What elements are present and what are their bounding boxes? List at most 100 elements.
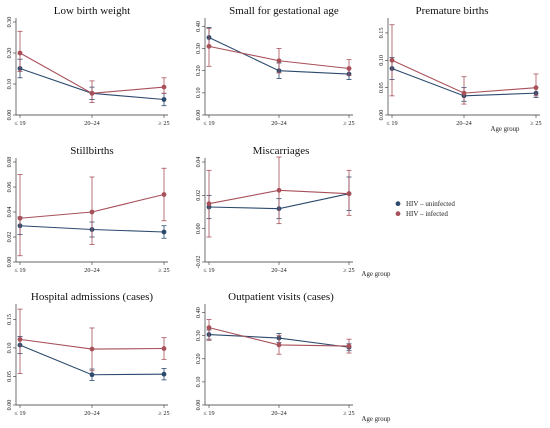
panel-title: Premature births [415,5,488,17]
data-point [161,229,167,235]
x-tick-label: 20–24 [84,267,99,274]
y-tick-label: 0.04 [6,207,13,218]
panel-title: Outpatient visits (cases) [228,291,334,303]
y-tick-label: 0.20 [6,48,13,59]
data-point [206,201,212,207]
x-tick-label: ≤ 19 [14,120,25,127]
data-point [346,343,352,349]
data-point [533,85,539,91]
y-tick-label: 0.00 [378,110,385,121]
y-tick-label: 0.00 [6,110,13,121]
data-point [17,50,23,56]
y-tick-label: 0.00 [195,110,202,121]
x-tick-label: ≥ 25 [158,267,169,274]
x-tick-label: ≤ 19 [203,410,214,417]
x-tick-label: 20–24 [456,120,471,127]
data-point [89,90,95,96]
series-infected [17,167,167,257]
y-tick-label: 0.05 [378,82,385,93]
x-tick-label: 20–24 [84,120,99,127]
series-infected [206,156,352,238]
series-infected [389,24,539,105]
legend-marker [395,201,401,207]
data-point [161,97,167,102]
data-point [161,371,167,377]
panel-title: Miscarriages [253,145,310,157]
y-tick-label: 0.10 [6,343,13,354]
y-tick-label: 0.05 [6,371,13,382]
legend-marker [395,211,401,217]
y-tick-label: 0.30 [195,330,202,341]
y-tick-label: 0.15 [378,28,385,39]
y-tick-label: -0.02 [195,256,202,269]
data-point [206,43,212,49]
panel-7: Outpatient visits (cases) 0.00 0.10 0.20 0.3… [195,291,391,423]
y-tick-label: 0.00 [6,257,13,268]
x-axis-label: Age group [491,126,520,133]
y-tick-label: 0.04 [195,157,202,168]
panel-6: Hospital admissions (cases) 0.00 0.05 0.10 0… [6,291,170,417]
panel-title: Low birth weight [54,5,130,17]
x-tick-label: ≥ 25 [343,410,354,417]
data-point [161,84,167,90]
data-point [89,209,95,215]
panel-title: Stillbirths [70,145,113,157]
y-tick-label: 0.10 [6,79,13,90]
data-point [276,187,282,193]
data-point [461,90,467,96]
x-tick-label: ≥ 25 [343,267,354,274]
data-point [206,325,212,331]
series-infected [206,319,352,355]
y-tick-label: 0.08 [6,157,13,168]
y-tick-label: 0.00 [195,400,202,411]
data-point [17,336,23,342]
data-point [389,57,395,63]
y-tick-label: 0.02 [6,232,13,243]
data-point [161,346,167,351]
x-tick-label: ≤ 19 [203,120,214,127]
x-tick-label: 20–24 [84,410,99,417]
panel-2: Small for gestational age 0.00 0.10 0.20 0.3… [195,5,355,127]
panel-title: Hospital admissions (cases) [31,291,154,303]
y-tick-label: 0.15 [6,314,13,325]
x-tick-label: ≥ 25 [530,120,541,127]
panel-4: Stillbirths 0.00 0.02 0.04 0.06 0.08 ≤ 19 20–24… [6,145,170,274]
x-axis-label: Age group [362,416,391,423]
y-tick-label: 0.20 [195,65,202,76]
series-infected [206,28,352,76]
data-point [346,191,352,197]
x-tick-label: ≥ 25 [158,410,169,417]
x-tick-label: 20–24 [271,267,286,274]
series-infected [17,30,167,103]
x-tick-label: ≤ 19 [14,410,25,417]
data-point [89,372,95,378]
y-tick-label: 0.20 [195,353,202,364]
y-tick-label: 0.30 [195,43,202,54]
y-tick-label: 0.40 [195,307,202,318]
panel-3: Premature births 0.00 0.05 0.10 0.15 ≤ 19 20–2… [378,5,542,133]
data-point [89,346,95,352]
x-tick-label: ≥ 25 [343,120,354,127]
data-point [346,66,352,71]
data-point [17,215,23,221]
y-tick-label: 0.10 [378,55,385,66]
panel-1: Low birth weight 0.00 0.10 0.20 0.30 ≤ 19 20–2… [6,5,170,127]
data-point [276,342,282,348]
panel-title: Small for gestational age [229,5,339,17]
panel-5: Miscarriages -0.02 0.00 0.02 0.04 ≤ 19 20–24 ≥ … [195,145,391,278]
x-axis-label: Age group [362,271,391,278]
series-infected [17,308,167,375]
data-point [161,192,167,197]
legend-label: HIV – uninfected [406,200,455,208]
y-tick-label: 0.30 [6,17,13,28]
x-tick-label: ≥ 25 [158,120,169,127]
y-tick-label: 0.00 [6,400,13,411]
x-tick-label: ≤ 19 [386,120,397,127]
x-tick-label: ≤ 19 [203,267,214,274]
y-tick-label: 0.10 [195,376,202,387]
legend-label: HIV – infected [406,210,448,218]
y-tick-label: 0.00 [195,223,202,234]
legend: HIV – uninfected HIV – infected [395,200,455,218]
y-tick-label: 0.40 [195,21,202,32]
